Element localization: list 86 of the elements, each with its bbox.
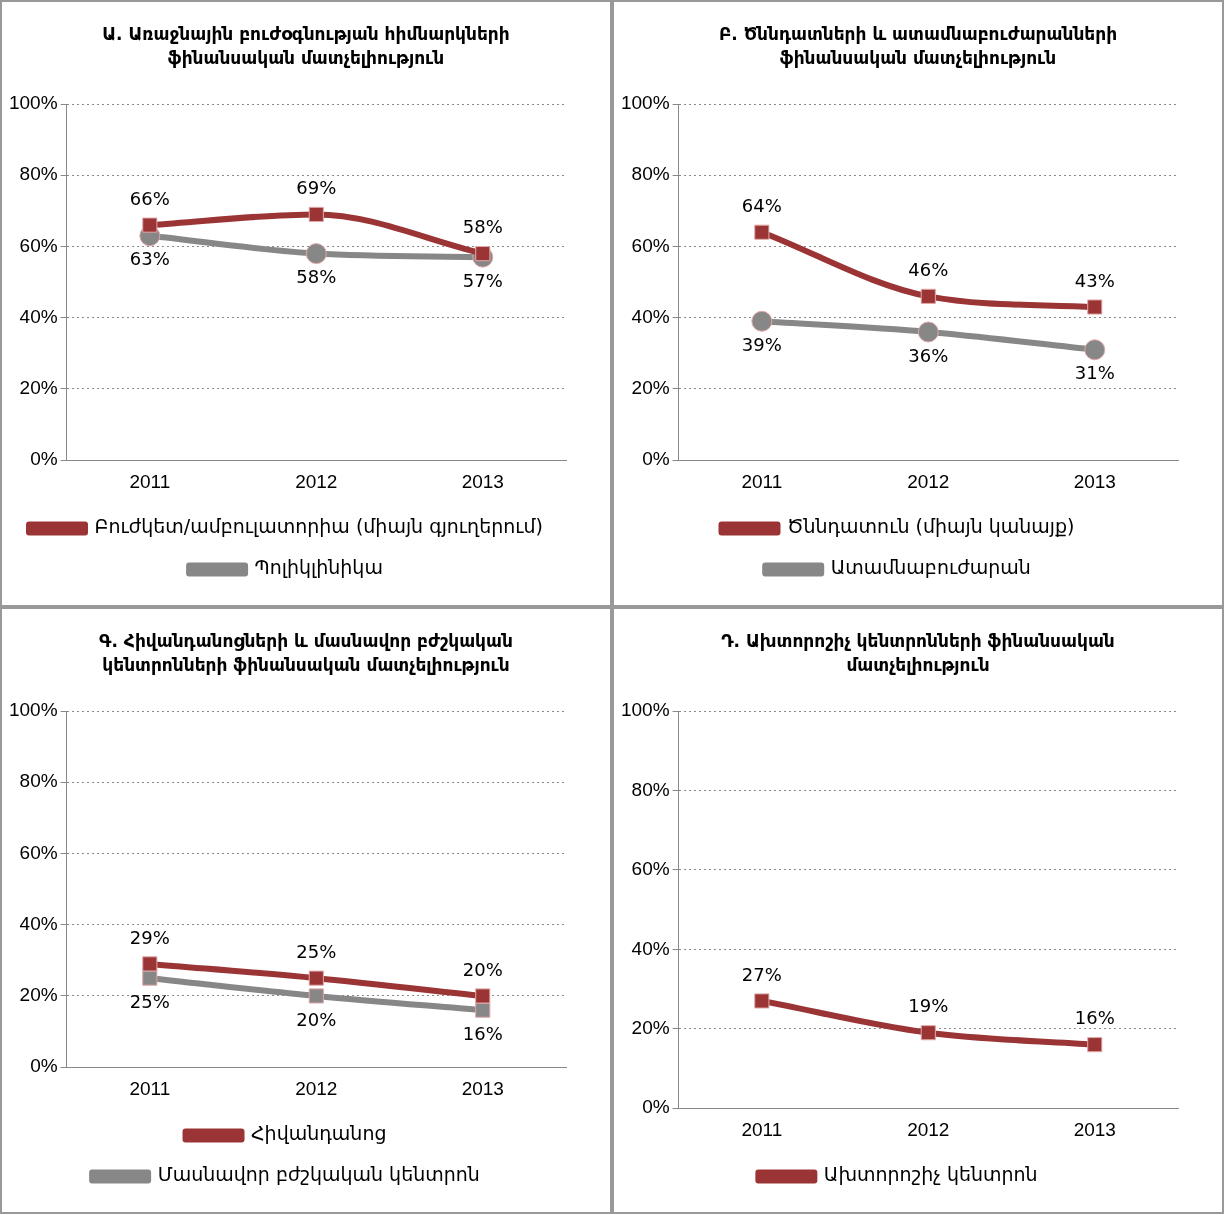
point <box>920 1025 936 1041</box>
point <box>754 993 770 1009</box>
point <box>475 988 491 1004</box>
data-label: 39% <box>741 333 782 355</box>
data-label: 58% <box>296 266 337 288</box>
point <box>308 988 324 1004</box>
point <box>1087 1037 1103 1053</box>
chart-title: Գ. Հիվանդանոցների և մասնավոր բժշկական կենտրոնների ֆինանսական մատչելիություն <box>98 630 514 677</box>
point <box>308 206 324 222</box>
data-label: 64% <box>741 194 782 216</box>
data-label: 20% <box>296 1008 337 1030</box>
data-label: 25% <box>296 940 337 962</box>
data-label: 58% <box>462 216 503 238</box>
data-label: 16% <box>1074 1007 1115 1029</box>
y-tick-label: 80% <box>631 163 670 185</box>
y-tick-label: 80% <box>19 163 58 185</box>
data-label: 36% <box>908 344 949 366</box>
y-tick-label: 100% <box>8 92 58 114</box>
point <box>142 970 158 986</box>
point <box>920 288 936 304</box>
x-tick-label: 2012 <box>295 1077 338 1099</box>
x-tick-label: 2013 <box>461 1077 504 1099</box>
legend-label: Մասնավոր բժշկական կենտրոն <box>157 1163 480 1186</box>
chart-title: Ա. Առաջնային բուժօգնության հիմնարկների ֆինանսական մատչելիություն <box>101 23 511 70</box>
data-label: 63% <box>129 248 170 270</box>
data-label: 57% <box>462 269 503 291</box>
data-label: 27% <box>741 963 782 985</box>
x-tick-label: 2013 <box>1073 470 1116 492</box>
x-tick-label: 2011 <box>129 470 171 492</box>
y-tick-label: 20% <box>19 984 58 1006</box>
y-tick-label: 40% <box>631 305 670 327</box>
y-tick-label: 80% <box>631 778 670 800</box>
point <box>308 970 324 986</box>
y-tick-label: 40% <box>631 937 670 959</box>
chart-title: Բ. Ծննդատների և ատամնաբուժարանների ֆինանսական մատչելիություն <box>717 23 1119 70</box>
x-tick-label: 2011 <box>741 470 783 492</box>
y-tick-label: 40% <box>19 305 58 327</box>
data-label: 25% <box>129 990 170 1012</box>
y-tick-label: 20% <box>631 1016 670 1038</box>
data-label: 16% <box>462 1022 503 1044</box>
y-tick-label: 20% <box>631 377 670 399</box>
legend-label: Ատամնաբուժարան <box>830 556 1031 579</box>
data-label: 66% <box>129 187 170 209</box>
y-tick-label: 100% <box>620 699 670 721</box>
data-label: 31% <box>1074 362 1115 384</box>
chart-title: Դ. Ախտորոշիչ կենտրոնների ֆինանսական մատչելիություն <box>720 630 1116 677</box>
data-label: 69% <box>296 177 337 199</box>
x-tick-label: 2011 <box>129 1077 171 1099</box>
legend-label: Ախտորոշիչ կենտրոն <box>823 1163 1038 1186</box>
y-tick-label: 100% <box>620 92 670 114</box>
y-tick-label: 60% <box>631 234 670 256</box>
y-tick-label: 0% <box>30 1055 58 1077</box>
y-tick-label: 100% <box>8 699 58 721</box>
point <box>754 224 770 240</box>
point <box>305 243 327 265</box>
x-tick-label: 2012 <box>907 1118 950 1140</box>
legend-label: Հիվանդանոց <box>251 1122 387 1145</box>
data-label: 29% <box>129 926 170 948</box>
data-label: 43% <box>1074 269 1115 291</box>
data-label: 20% <box>462 958 503 980</box>
y-tick-label: 40% <box>19 912 58 934</box>
point <box>751 310 773 332</box>
y-tick-label: 0% <box>642 1096 670 1118</box>
y-tick-label: 0% <box>642 448 670 470</box>
point <box>142 956 158 972</box>
y-tick-label: 20% <box>19 377 58 399</box>
y-tick-label: 80% <box>19 770 58 792</box>
point <box>1087 299 1103 315</box>
point <box>475 1002 491 1018</box>
x-tick-label: 2013 <box>461 470 504 492</box>
x-tick-label: 2013 <box>1073 1118 1116 1140</box>
x-tick-label: 2012 <box>907 470 950 492</box>
point <box>142 217 158 233</box>
y-tick-label: 0% <box>30 448 58 470</box>
x-tick-label: 2011 <box>741 1118 783 1140</box>
legend-label: Բուժկետ/ամբուլատորիա (միայն գյուղերում) <box>94 515 544 538</box>
point <box>917 321 939 343</box>
x-tick-label: 2012 <box>295 470 338 492</box>
y-tick-label: 60% <box>19 841 58 863</box>
legend-label: Ծննդատուն (միայն կանայք) <box>787 515 1075 538</box>
point <box>1084 339 1106 361</box>
data-label: 19% <box>908 995 949 1017</box>
legend-label: Պոլիկլինիկա <box>254 556 383 579</box>
y-tick-label: 60% <box>631 858 670 880</box>
data-label: 46% <box>908 259 949 281</box>
y-tick-label: 60% <box>19 234 58 256</box>
